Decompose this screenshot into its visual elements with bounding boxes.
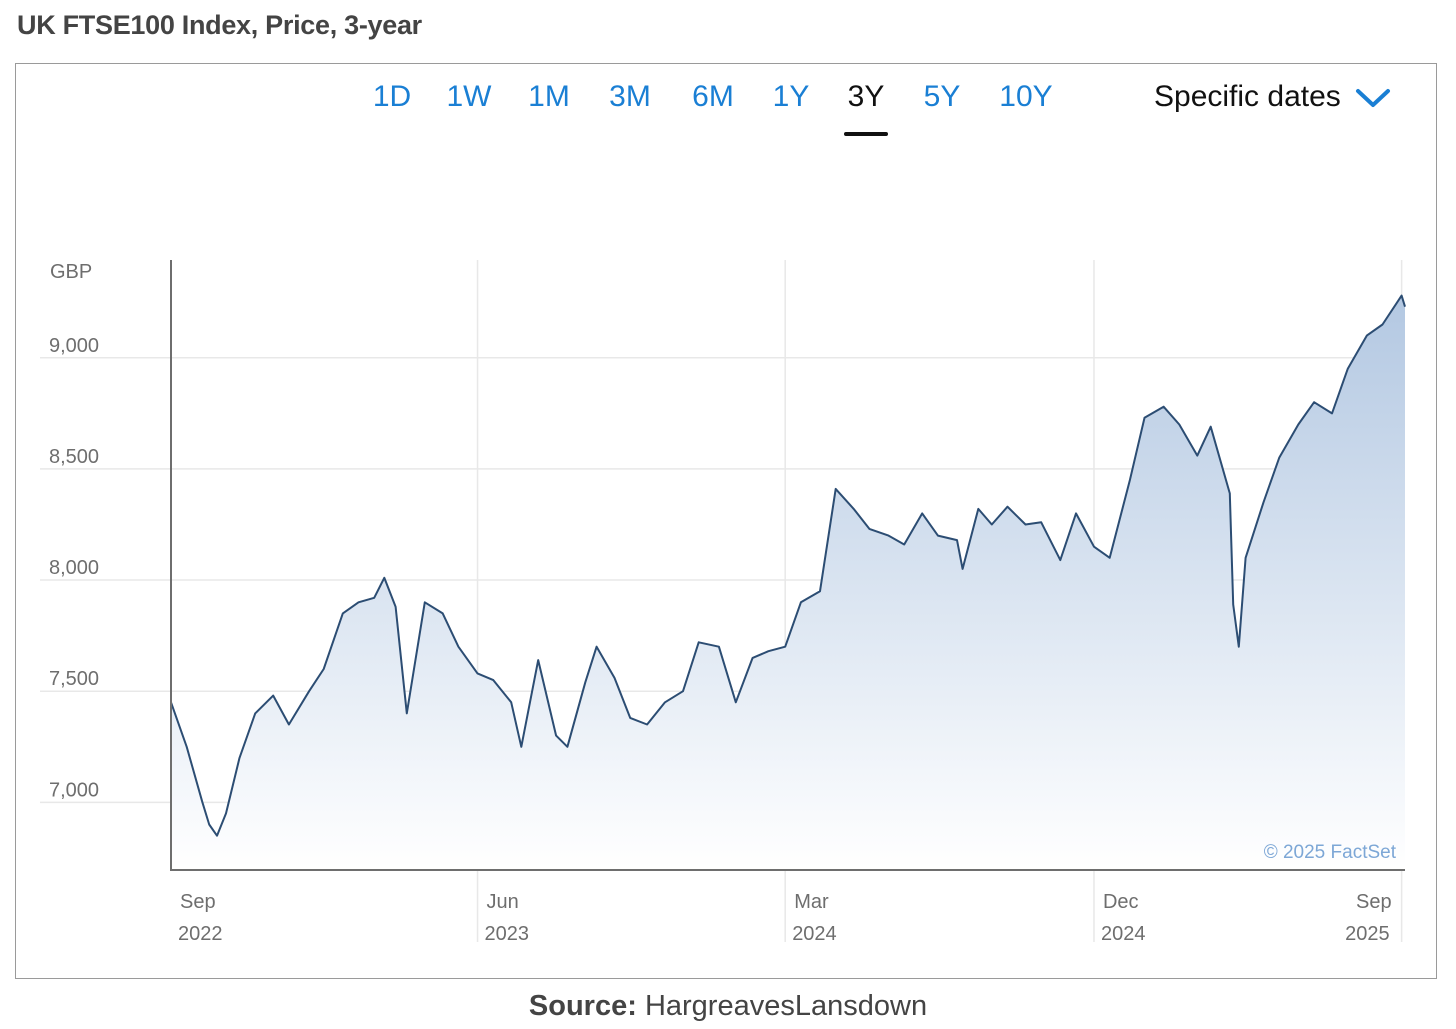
range-tab-6m[interactable]: 6M (692, 80, 734, 113)
x-tick-year: 2024 (792, 923, 837, 945)
y-tick-label: 9,000 (49, 335, 99, 357)
specific-dates-dropdown[interactable]: Specific dates (1154, 80, 1391, 114)
x-tick-month: Mar (794, 891, 829, 913)
x-tick-year: 2024 (1101, 923, 1146, 945)
range-tabs: 1D 1W 1M 3M 6M 1Y 3Y 5Y 10Y (0, 80, 1456, 140)
range-tab-1d[interactable]: 1D (372, 80, 412, 113)
factset-watermark: © 2025 FactSet (1264, 842, 1397, 863)
y-axis-label: GBP (50, 261, 92, 283)
axes (170, 260, 1405, 871)
y-tick-label: 8,500 (49, 446, 99, 468)
y-tick-label: 8,000 (49, 557, 99, 579)
range-tab-3y[interactable]: 3Y (847, 80, 885, 113)
x-tick-month: Sep (180, 891, 216, 913)
chevron-down-icon (1355, 89, 1390, 108)
source-note: Source: HargreavesLansdown (0, 990, 1456, 1023)
x-tick-year: 2022 (178, 923, 223, 945)
page-heading: UK FTSE100 Index, Price, 3-year (17, 10, 422, 40)
x-tick-month: Dec (1103, 891, 1139, 913)
x-tick-month: Jun (487, 891, 519, 913)
source-label: Source: (528, 990, 637, 1022)
x-tick-year: 2025 (1345, 923, 1390, 945)
range-tab-1y[interactable]: 1Y (772, 80, 810, 113)
range-tab-1w[interactable]: 1W (446, 80, 492, 113)
range-tab-10y[interactable]: 10Y (999, 80, 1053, 113)
range-tab-1m[interactable]: 1M (528, 80, 570, 113)
range-tab-5y[interactable]: 5Y (923, 80, 961, 113)
x-tick-year: 2023 (485, 923, 530, 945)
source-value: HargreavesLansdown (644, 990, 928, 1022)
active-range-underline (844, 132, 888, 136)
x-tick-month: Sep (1356, 891, 1392, 913)
area-series (170, 294, 1406, 870)
y-tick-label: 7,000 (49, 779, 99, 801)
y-tick-label: 7,500 (49, 668, 99, 690)
price-area (171, 295, 1405, 870)
price-line (170, 294, 1406, 837)
axis-labels: 7,000 7,500 8,000 8,500 9,000 GBP Sep 2022 Jun 20… (49, 261, 1397, 945)
range-tab-3m[interactable]: 3M (609, 80, 651, 113)
specific-dates-label: Specific dates (1154, 80, 1341, 113)
